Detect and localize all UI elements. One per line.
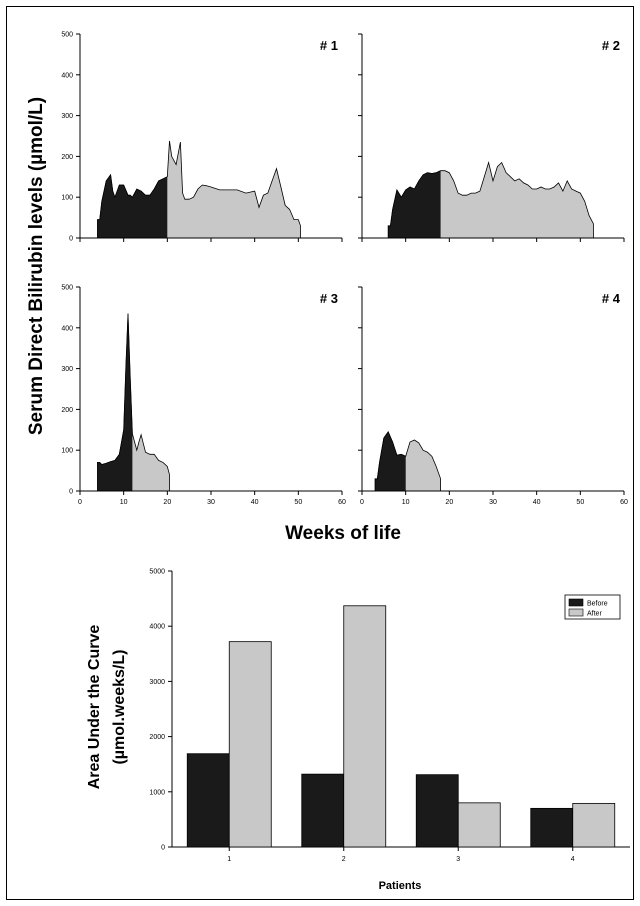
y-tick-label: 500	[61, 32, 73, 39]
panel-patient-4: 0 10 20 30 40 50 60 # 4	[358, 286, 628, 506]
bar-y-tick-label: 1000	[149, 789, 165, 796]
bar-before-4	[530, 807, 574, 848]
panel-label: # 4	[602, 291, 621, 306]
auc-bar-chart: 0 1000 2000 3000 4000 5000 1 2 3 4 Before After	[149, 569, 630, 863]
y-tick-label: 100	[61, 448, 73, 455]
x-tick-label: 50	[576, 499, 584, 506]
bar-before-3	[415, 774, 459, 848]
y-tick-label: 500	[61, 285, 73, 292]
series-line	[97, 140, 301, 238]
bar-y-tick-label: 0	[161, 845, 165, 852]
panel-label: # 3	[320, 291, 338, 306]
top-y-axis-label: Serum Direct Bilirubin levels (µmol/L)	[26, 97, 47, 435]
bar-x-tick-label: 2	[342, 856, 346, 863]
legend-label-before: Before	[587, 601, 608, 608]
legend: Before After	[564, 594, 621, 620]
bar-after-1	[228, 641, 272, 848]
x-tick-label: 10	[402, 499, 410, 506]
bar-y-tick-label: 2000	[149, 734, 165, 741]
bar-x-tick-label: 1	[227, 856, 231, 863]
y-tick-label: 0	[69, 489, 73, 496]
bottom-y-axis-label-line1: Area Under the Curve	[86, 625, 103, 790]
x-tick-label: 30	[207, 499, 215, 506]
bar-before-1	[186, 753, 230, 848]
x-tick-label: 20	[445, 499, 453, 506]
x-tick-label: 0	[360, 499, 364, 506]
legend-swatch-after	[568, 608, 584, 617]
bar-y-tick-label: 5000	[149, 569, 165, 576]
series-line	[387, 160, 594, 238]
top-x-axis-label: Weeks of life	[285, 523, 401, 544]
x-tick-label: 0	[78, 499, 82, 506]
legend-label-after: After	[587, 611, 602, 618]
x-tick-label: 10	[120, 499, 128, 506]
area-before	[387, 170, 441, 239]
y-tick-label: 300	[61, 366, 73, 373]
x-tick-label: 40	[533, 499, 541, 506]
y-tick-label: 200	[61, 407, 73, 414]
series-line	[97, 313, 170, 491]
x-tick-label: 60	[620, 499, 628, 506]
figure-border	[6, 6, 634, 900]
bottom-x-axis-label: Patients	[379, 880, 422, 892]
x-tick-label: 50	[294, 499, 302, 506]
area-after	[132, 433, 170, 491]
bar-y-tick-label: 4000	[149, 624, 165, 631]
panel-patient-1: 0 100 200 300 400 500 # 1	[61, 32, 343, 243]
bar-before-2	[301, 773, 345, 848]
x-tick-label: 40	[251, 499, 259, 506]
y-tick-label: 0	[69, 236, 73, 243]
x-tick-label: 30	[489, 499, 497, 506]
bar-after-3	[457, 802, 501, 848]
y-tick-label: 300	[61, 113, 73, 120]
series-line	[374, 430, 442, 491]
area-after	[405, 440, 441, 491]
bar-after-4	[572, 802, 616, 848]
bar-after-2	[343, 605, 387, 848]
panel-patient-3: 0 100 200 300 400 500 0 10 20 30 40 50 60 # 3	[61, 285, 346, 507]
panel-label: # 1	[320, 38, 338, 53]
y-tick-label: 400	[61, 72, 73, 79]
panel-label: # 2	[602, 38, 620, 53]
bar-x-tick-label: 3	[456, 856, 460, 863]
area-after	[167, 140, 301, 238]
bar-x-tick-label: 4	[571, 856, 575, 863]
y-tick-label: 200	[61, 154, 73, 161]
legend-swatch-before	[568, 598, 584, 607]
bottom-y-axis-label-line2: (µmol.weeks/L)	[111, 649, 128, 764]
panel-patient-2: # 2	[358, 33, 625, 242]
y-tick-label: 400	[61, 325, 73, 332]
area-after	[440, 162, 594, 238]
x-tick-label: 20	[163, 499, 171, 506]
y-tick-label: 100	[61, 195, 73, 202]
bar-y-tick-label: 3000	[149, 679, 165, 686]
x-tick-label: 60	[338, 499, 346, 506]
